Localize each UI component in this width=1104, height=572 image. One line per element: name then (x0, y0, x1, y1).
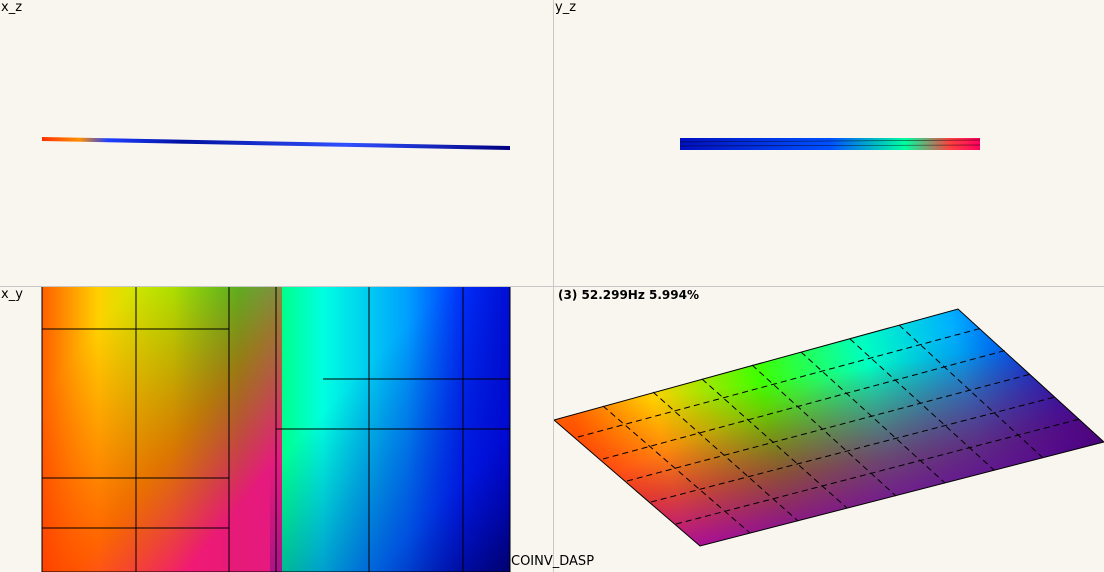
view-label-y-z: y_z (555, 0, 577, 15)
plate-edge-y-z (680, 138, 980, 150)
top-view-x-y (41, 287, 511, 572)
mesh-lines-x-y (41, 287, 511, 572)
viewport-divider-horizontal[interactable] (0, 286, 1104, 287)
side-view-x-z (42, 137, 510, 150)
viewport-x-z[interactable]: x_z (0, 0, 553, 286)
view-label-x-z: x_z (1, 0, 23, 15)
viewport-x-y[interactable]: x_y (0, 287, 553, 572)
mode-frequency-label: (3) 52.299Hz 5.994% (558, 288, 699, 302)
viewport-isometric[interactable]: (3) 52.299Hz 5.994% (554, 287, 1104, 572)
status-label: COINV_DASP (511, 554, 595, 569)
mesh-lines-isometric (554, 308, 1104, 547)
view-label-x-y: x_y (1, 287, 23, 302)
isometric-view (554, 308, 1104, 547)
viewport-y-z[interactable]: y_z (554, 0, 1104, 286)
side-view-y-z (679, 138, 981, 150)
plate-edge-x-z (42, 137, 510, 150)
